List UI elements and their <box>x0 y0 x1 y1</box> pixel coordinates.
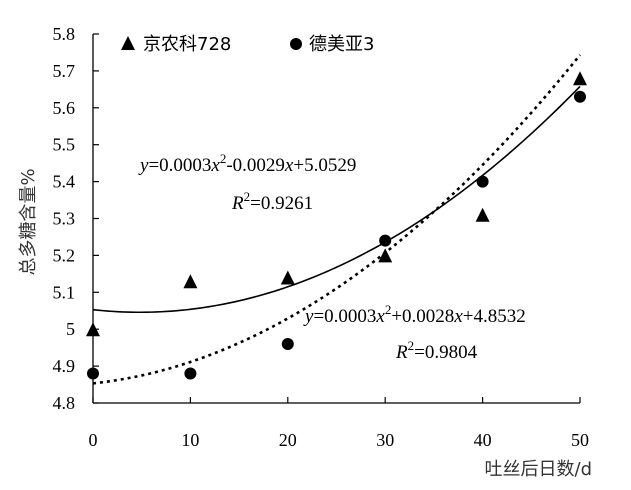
point-circle-series-2 <box>379 234 392 247</box>
x-tick-label: 40 <box>474 430 492 450</box>
point-circle-series-2 <box>281 337 294 350</box>
x-tick-label: 0 <box>89 430 98 450</box>
trendline-series-2 <box>92 54 582 385</box>
legend-label-series-1: 京农科728 <box>143 34 231 55</box>
y-tick-label: 5.4 <box>53 172 76 192</box>
axes <box>92 34 580 404</box>
r-squared-series-1: R2=0.9261 <box>231 189 313 214</box>
point-triangle-series-1 <box>280 270 295 285</box>
point-triangle-series-1 <box>475 207 490 222</box>
y-tick-label: 5.1 <box>53 282 76 302</box>
y-tick-label: 4.9 <box>53 356 76 376</box>
y-tick-label: 5.5 <box>53 135 76 155</box>
y-tick-label: 4.8 <box>53 393 76 413</box>
x-ticks: 0 10 20 30 40 50 <box>89 397 589 450</box>
legend: 京农科728 德美亚3 <box>121 34 374 55</box>
point-triangle-series-1 <box>573 71 587 86</box>
y-tick-label: 5 <box>66 319 75 339</box>
y-ticks: 4.8 4.9 5 5.1 5.2 5.3 5.4 5.5 5.6 5.7 5.8 <box>53 24 99 413</box>
fit-equation-series-1: y=0.0003x2-0.0029x+5.0529 <box>138 151 356 176</box>
trendlines <box>92 54 582 385</box>
point-triangle-series-1 <box>183 274 198 289</box>
y-tick-label: 5.3 <box>53 209 76 229</box>
y-tick-label: 5.7 <box>53 61 76 81</box>
trendline-series-1 <box>92 85 581 314</box>
y-tick-label: 5.2 <box>53 245 76 265</box>
y-tick-label: 5.8 <box>53 24 76 44</box>
data-markers <box>86 71 587 380</box>
legend-label-series-2: 德美亚3 <box>309 34 374 55</box>
equation-series-2: y=0.0003x2+0.0028x+4.8532 R2=0.9804 <box>303 302 526 363</box>
equation-series-1: y=0.0003x2-0.0029x+5.0529 R2=0.9261 <box>138 151 356 214</box>
point-triangle-series-1 <box>86 322 100 337</box>
point-circle-series-2 <box>476 175 489 188</box>
fit-equation-series-2: y=0.0003x2+0.0028x+4.8532 <box>303 302 526 327</box>
point-circle-series-2 <box>184 367 197 380</box>
y-axis-title: 总多糖含量% <box>18 168 39 275</box>
legend-triangle-marker <box>121 36 135 50</box>
x-tick-label: 20 <box>279 430 297 450</box>
x-tick-label: 10 <box>181 430 199 450</box>
legend-circle-marker <box>290 38 302 50</box>
point-circle-series-2 <box>87 367 99 380</box>
x-tick-label: 30 <box>376 430 394 450</box>
x-axis-title: 吐丝后日数/d <box>485 459 593 480</box>
x-tick-label: 50 <box>571 430 589 450</box>
point-triangle-series-1 <box>378 248 393 263</box>
point-circle-series-2 <box>574 90 586 103</box>
r-squared-series-2: R2=0.9804 <box>395 338 478 363</box>
y-tick-label: 5.6 <box>53 98 76 118</box>
